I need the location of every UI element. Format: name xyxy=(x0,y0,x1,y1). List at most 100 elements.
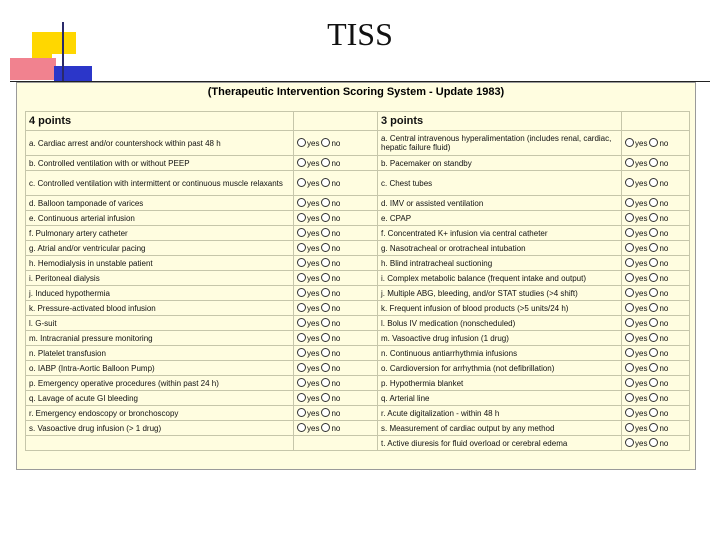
left-yes-radio[interactable] xyxy=(297,303,306,312)
right-yes-radio[interactable] xyxy=(625,363,634,372)
right-no-radio[interactable] xyxy=(649,348,659,357)
left-yes-radio[interactable] xyxy=(297,273,306,282)
right-no-label: no xyxy=(659,424,669,433)
right-item-label: l. Bolus IV medication (nonscheduled) xyxy=(377,315,622,331)
left-yes-radio[interactable] xyxy=(297,288,306,297)
right-item-label: f. Concentrated K+ infusion via central … xyxy=(377,225,622,241)
right-no-radio[interactable] xyxy=(649,333,659,342)
left-yes-radio[interactable] xyxy=(297,393,306,402)
right-no-radio[interactable] xyxy=(649,258,659,267)
right-yes-radio[interactable] xyxy=(625,378,634,387)
left-no-radio[interactable] xyxy=(321,178,331,187)
decor-red-block xyxy=(10,58,56,80)
left-no-radio[interactable] xyxy=(321,213,331,222)
right-no-radio[interactable] xyxy=(649,318,659,327)
right-yes-radio[interactable] xyxy=(625,243,634,252)
right-no-radio[interactable] xyxy=(649,138,659,147)
left-no-radio[interactable] xyxy=(321,378,331,387)
right-yes-radio[interactable] xyxy=(625,213,634,222)
right-no-radio[interactable] xyxy=(649,423,659,432)
right-no-radio[interactable] xyxy=(649,408,659,417)
left-item-label: b. Controlled ventilation with or withou… xyxy=(25,155,294,171)
left-no-label: no xyxy=(331,394,341,403)
right-yes-radio[interactable] xyxy=(625,178,634,187)
left-yes-radio[interactable] xyxy=(297,228,306,237)
left-yes-radio[interactable] xyxy=(297,213,306,222)
right-no-radio[interactable] xyxy=(649,178,659,187)
right-no-label: no xyxy=(659,179,669,188)
left-no-radio[interactable] xyxy=(321,423,331,432)
left-yes-radio[interactable] xyxy=(297,378,306,387)
left-no-radio[interactable] xyxy=(321,243,331,252)
right-yes-radio[interactable] xyxy=(625,423,634,432)
left-no-radio[interactable] xyxy=(321,288,331,297)
left-no-radio[interactable] xyxy=(321,333,331,342)
left-yes-radio[interactable] xyxy=(297,138,306,147)
right-no-radio[interactable] xyxy=(649,378,659,387)
left-no-radio[interactable] xyxy=(321,158,331,167)
left-options-17: yes no xyxy=(293,405,378,421)
left-no-label: no xyxy=(331,139,341,148)
right-no-label: no xyxy=(659,394,669,403)
right-yes-radio[interactable] xyxy=(625,333,634,342)
right-no-radio[interactable] xyxy=(649,243,659,252)
left-no-radio[interactable] xyxy=(321,273,331,282)
left-yes-label: yes xyxy=(307,289,320,298)
left-yes-radio[interactable] xyxy=(297,178,306,187)
left-options-6: yes no xyxy=(293,240,378,256)
right-item-label: c. Chest tubes xyxy=(377,170,622,196)
right-yes-radio[interactable] xyxy=(625,273,634,282)
right-column-header: 3 points xyxy=(377,111,622,131)
right-no-radio[interactable] xyxy=(649,393,659,402)
right-yes-radio[interactable] xyxy=(625,158,634,167)
left-no-radio[interactable] xyxy=(321,303,331,312)
left-item-label: e. Continuous arterial infusion xyxy=(25,210,294,226)
right-no-radio[interactable] xyxy=(649,198,659,207)
left-yes-radio[interactable] xyxy=(297,423,306,432)
right-options-12: yes no xyxy=(621,330,690,346)
left-yes-radio[interactable] xyxy=(297,348,306,357)
right-yes-radio[interactable] xyxy=(625,438,634,447)
right-options-13: yes no xyxy=(621,345,690,361)
left-no-radio[interactable] xyxy=(321,228,331,237)
right-no-label: no xyxy=(659,379,669,388)
left-yes-radio[interactable] xyxy=(297,243,306,252)
right-no-radio[interactable] xyxy=(649,158,659,167)
right-no-radio[interactable] xyxy=(649,273,659,282)
left-yes-radio[interactable] xyxy=(297,258,306,267)
left-yes-radio[interactable] xyxy=(297,158,306,167)
right-no-radio[interactable] xyxy=(649,213,659,222)
right-yes-radio[interactable] xyxy=(625,288,634,297)
left-yes-radio[interactable] xyxy=(297,318,306,327)
right-yes-radio[interactable] xyxy=(625,408,634,417)
right-no-radio[interactable] xyxy=(649,438,659,447)
left-item-label xyxy=(25,435,294,451)
right-no-radio[interactable] xyxy=(649,363,659,372)
right-yes-radio[interactable] xyxy=(625,303,634,312)
left-no-radio[interactable] xyxy=(321,318,331,327)
left-item-label: q. Lavage of acute GI bleeding xyxy=(25,390,294,406)
left-yes-radio[interactable] xyxy=(297,333,306,342)
right-no-label: no xyxy=(659,159,669,168)
right-no-label: no xyxy=(659,364,669,373)
left-no-radio[interactable] xyxy=(321,393,331,402)
right-yes-radio[interactable] xyxy=(625,198,634,207)
left-yes-radio[interactable] xyxy=(297,408,306,417)
left-no-radio[interactable] xyxy=(321,348,331,357)
left-yes-radio[interactable] xyxy=(297,198,306,207)
left-no-radio[interactable] xyxy=(321,258,331,267)
right-no-radio[interactable] xyxy=(649,288,659,297)
left-no-radio[interactable] xyxy=(321,363,331,372)
left-yes-radio[interactable] xyxy=(297,363,306,372)
right-yes-radio[interactable] xyxy=(625,228,634,237)
right-yes-radio[interactable] xyxy=(625,258,634,267)
right-no-radio[interactable] xyxy=(649,303,659,312)
left-no-radio[interactable] xyxy=(321,138,331,147)
right-yes-radio[interactable] xyxy=(625,138,634,147)
right-no-radio[interactable] xyxy=(649,228,659,237)
left-no-radio[interactable] xyxy=(321,408,331,417)
right-yes-radio[interactable] xyxy=(625,348,634,357)
left-no-radio[interactable] xyxy=(321,198,331,207)
right-yes-radio[interactable] xyxy=(625,318,634,327)
right-yes-radio[interactable] xyxy=(625,393,634,402)
